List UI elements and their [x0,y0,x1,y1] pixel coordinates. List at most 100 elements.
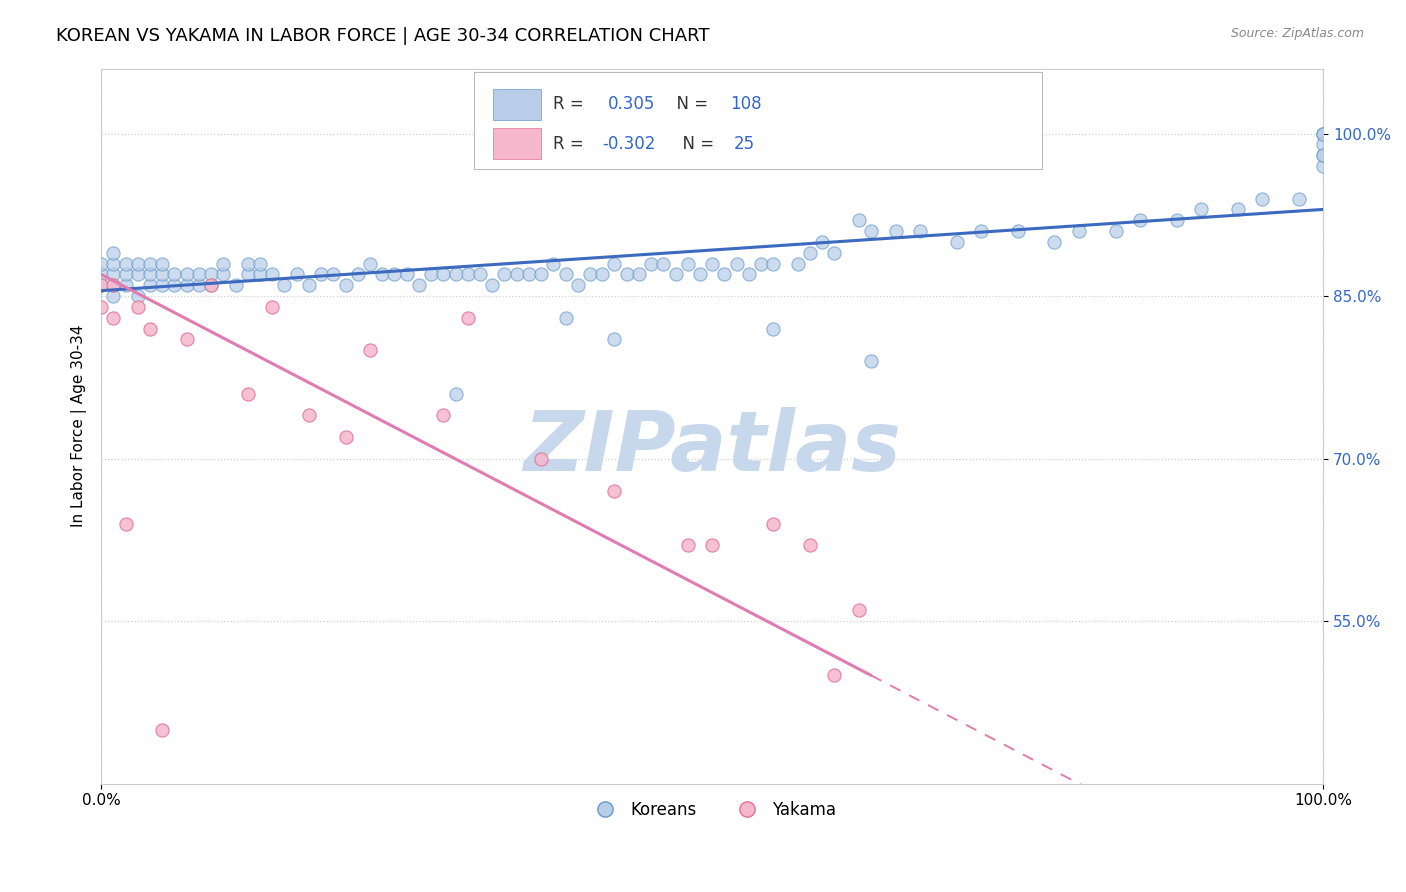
Point [762,256,785,270]
Point [150,268,173,282]
Point [139,321,162,335]
Point [309,268,332,282]
Point [225,278,247,293]
Point [481,278,503,293]
Point [127,268,149,282]
Point [702,538,724,552]
Point [1288,192,1310,206]
Point [848,603,870,617]
Point [848,213,870,227]
Point [384,268,406,282]
Point [749,256,772,270]
Point [652,256,675,270]
Point [236,256,259,270]
Point [738,268,761,282]
Point [1312,127,1334,141]
Point [359,256,381,270]
FancyBboxPatch shape [474,72,1042,169]
Point [150,256,173,270]
Point [432,409,454,423]
Point [1312,137,1334,152]
Point [823,245,845,260]
Point [1312,159,1334,173]
Point [150,723,173,737]
Point [1067,224,1090,238]
Point [640,256,662,270]
Point [150,278,173,293]
Point [627,268,650,282]
Text: KOREAN VS YAKAMA IN LABOR FORCE | AGE 30-34 CORRELATION CHART: KOREAN VS YAKAMA IN LABOR FORCE | AGE 30… [56,27,710,45]
Point [139,268,162,282]
Point [163,268,186,282]
Text: 0.305: 0.305 [609,95,655,113]
Y-axis label: In Labor Force | Age 30-34: In Labor Force | Age 30-34 [72,325,87,527]
Text: R =: R = [554,135,589,153]
Point [103,310,125,325]
Point [567,278,589,293]
Point [127,289,149,303]
Point [1226,202,1249,217]
Legend: Koreans, Yakama: Koreans, Yakama [582,794,842,825]
Point [103,245,125,260]
Point [1007,224,1029,238]
Point [554,310,576,325]
Point [860,224,883,238]
Point [1189,202,1212,217]
Text: -0.302: -0.302 [602,135,655,153]
Point [90,278,112,293]
Text: 25: 25 [734,135,755,153]
Point [322,268,344,282]
Point [799,245,821,260]
Point [713,268,735,282]
Point [176,278,198,293]
Point [591,268,613,282]
Point [127,300,149,314]
Point [176,268,198,282]
Point [762,516,785,531]
Point [908,224,931,238]
Point [114,256,136,270]
Point [603,256,626,270]
Text: R =: R = [554,95,595,113]
Point [103,289,125,303]
Point [517,268,540,282]
Point [457,310,479,325]
Point [530,268,553,282]
FancyBboxPatch shape [494,128,541,160]
Point [1312,127,1334,141]
Point [444,386,467,401]
Point [468,268,491,282]
Point [114,268,136,282]
Point [1312,127,1334,141]
Point [103,256,125,270]
Point [212,256,235,270]
Point [616,268,638,282]
FancyBboxPatch shape [494,88,541,120]
Point [970,224,993,238]
Point [139,278,162,293]
Point [90,300,112,314]
Point [236,268,259,282]
Point [176,333,198,347]
Point [1251,192,1274,206]
Point [187,278,209,293]
Point [90,268,112,282]
Point [273,278,295,293]
Point [139,256,162,270]
Point [114,516,136,531]
Point [114,278,136,293]
Point [945,235,967,249]
Point [103,278,125,293]
Point [371,268,394,282]
Point [103,268,125,282]
Point [335,430,357,444]
Point [1166,213,1188,227]
Point [262,268,284,282]
Point [676,256,699,270]
Point [236,386,259,401]
Point [1043,235,1066,249]
Point [298,278,321,293]
Point [689,268,711,282]
Point [249,256,271,270]
Point [90,278,112,293]
